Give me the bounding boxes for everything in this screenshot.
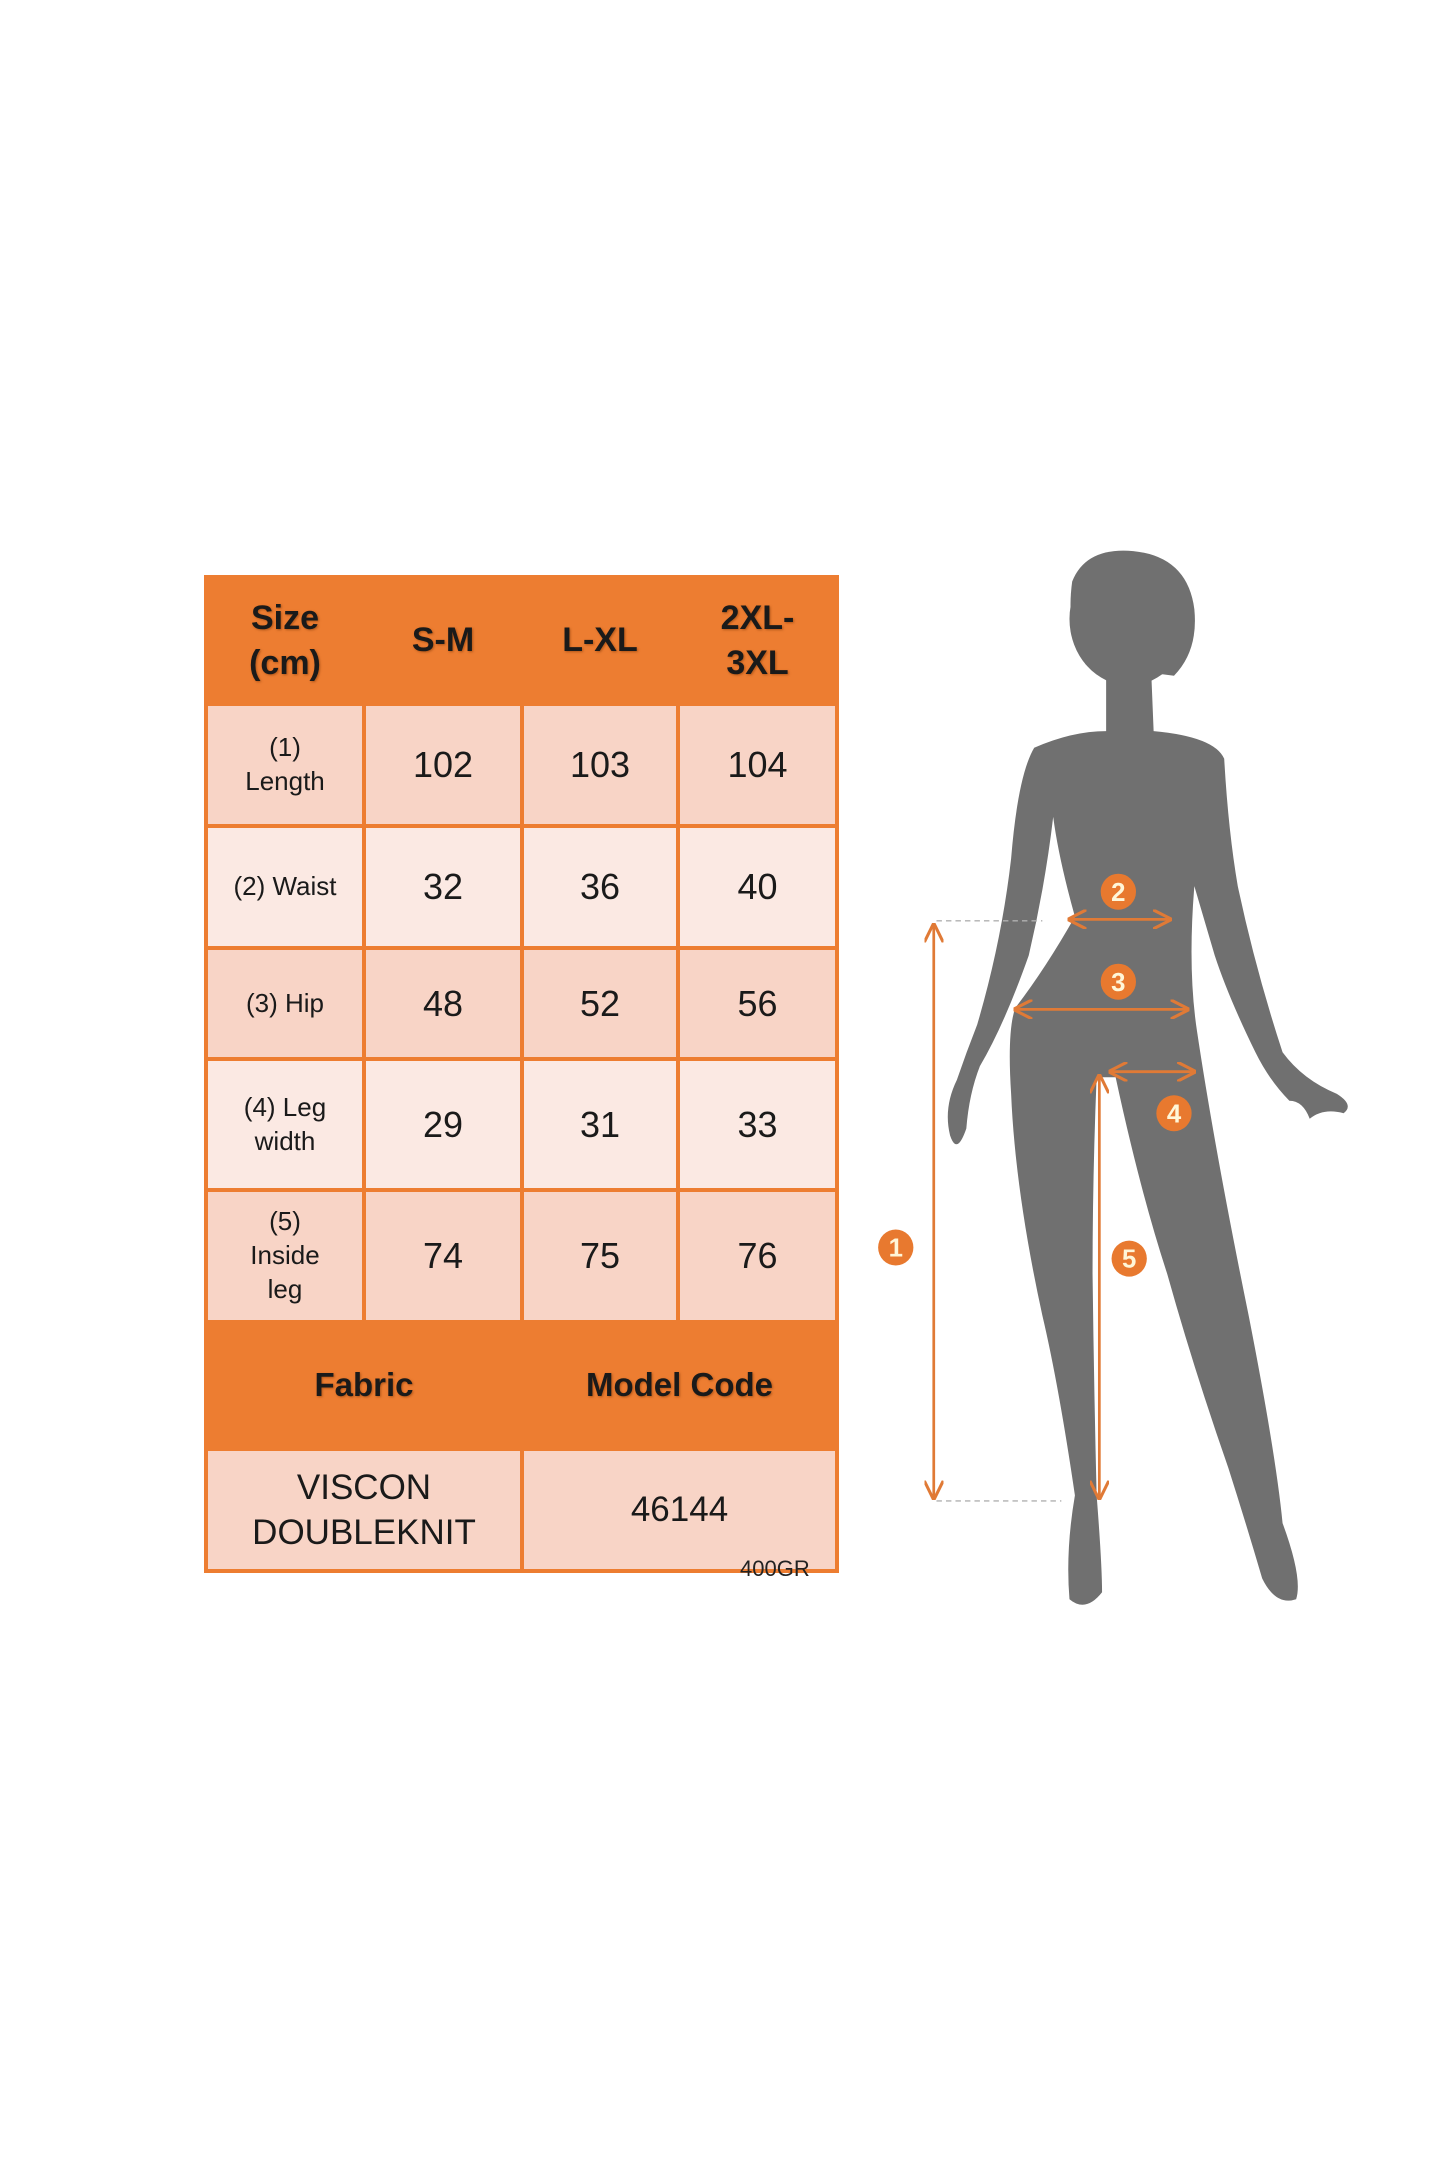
cell-value: 40 bbox=[676, 824, 839, 950]
weight-note: 400GR bbox=[740, 1556, 810, 1581]
table-row: (5) Inside leg 74 75 76 bbox=[204, 1188, 839, 1324]
cell-value: 36 bbox=[520, 824, 680, 950]
cell-value: 102 bbox=[362, 702, 524, 828]
marker-5: 5 bbox=[1111, 1240, 1147, 1277]
row-label: (5) Inside leg bbox=[204, 1188, 366, 1324]
row-label: (4) Leg width bbox=[204, 1057, 366, 1192]
svg-text:1: 1 bbox=[889, 1232, 903, 1262]
header-model-code: Model Code bbox=[520, 1320, 839, 1451]
svg-text:2: 2 bbox=[1111, 877, 1125, 907]
row-label: (1) Length bbox=[204, 702, 366, 828]
table-row: (1) Length 102 103 104 bbox=[204, 702, 839, 828]
cell-value: 32 bbox=[362, 824, 524, 950]
size-chart-table: Size (cm) S-M L-XL 2XL- 3XL (1) Length 1… bbox=[204, 575, 839, 1573]
cell-value: 75 bbox=[520, 1188, 680, 1324]
svg-text:3: 3 bbox=[1111, 967, 1125, 997]
cell-value: 104 bbox=[676, 702, 839, 828]
measurement-lines bbox=[934, 919, 1195, 1502]
table-row: (4) Leg width 29 31 33 bbox=[204, 1057, 839, 1192]
marker-4: 4 bbox=[1156, 1095, 1192, 1132]
cell-value: 33 bbox=[676, 1057, 839, 1192]
row-label: (2) Waist bbox=[204, 824, 366, 950]
silhouette bbox=[947, 550, 1348, 1605]
cell-value: 76 bbox=[676, 1188, 839, 1324]
cell-value: 29 bbox=[362, 1057, 524, 1192]
cell-value: 31 bbox=[520, 1057, 680, 1192]
svg-text:5: 5 bbox=[1122, 1243, 1136, 1273]
cell-value: 74 bbox=[362, 1188, 524, 1324]
header-2xl-3xl: 2XL- 3XL bbox=[676, 575, 839, 706]
row-label: (3) Hip bbox=[204, 946, 366, 1061]
svg-text:4: 4 bbox=[1167, 1098, 1182, 1128]
header-size: Size (cm) bbox=[204, 575, 366, 706]
table-header-row: Size (cm) S-M L-XL 2XL- 3XL bbox=[204, 575, 839, 706]
cell-value: 52 bbox=[520, 946, 680, 1061]
footer-header-row: Fabric Model Code bbox=[204, 1320, 839, 1451]
table-row: (2) Waist 32 36 40 bbox=[204, 824, 839, 950]
table-row: (3) Hip 48 52 56 bbox=[204, 946, 839, 1061]
fabric-value: VISCON DOUBLEKNIT bbox=[204, 1447, 524, 1573]
marker-1: 1 bbox=[878, 1229, 914, 1266]
cell-value: 103 bbox=[520, 702, 680, 828]
marker-3: 3 bbox=[1100, 963, 1136, 1000]
marker-2: 2 bbox=[1100, 873, 1136, 910]
model-code-value: 46144 bbox=[520, 1447, 839, 1573]
header-fabric: Fabric bbox=[204, 1320, 524, 1451]
header-s-m: S-M bbox=[362, 575, 524, 706]
cell-value: 48 bbox=[362, 946, 524, 1061]
footer-value-row: VISCON DOUBLEKNIT 46144 bbox=[204, 1447, 839, 1573]
header-l-xl: L-XL bbox=[520, 575, 680, 706]
cell-value: 56 bbox=[676, 946, 839, 1061]
